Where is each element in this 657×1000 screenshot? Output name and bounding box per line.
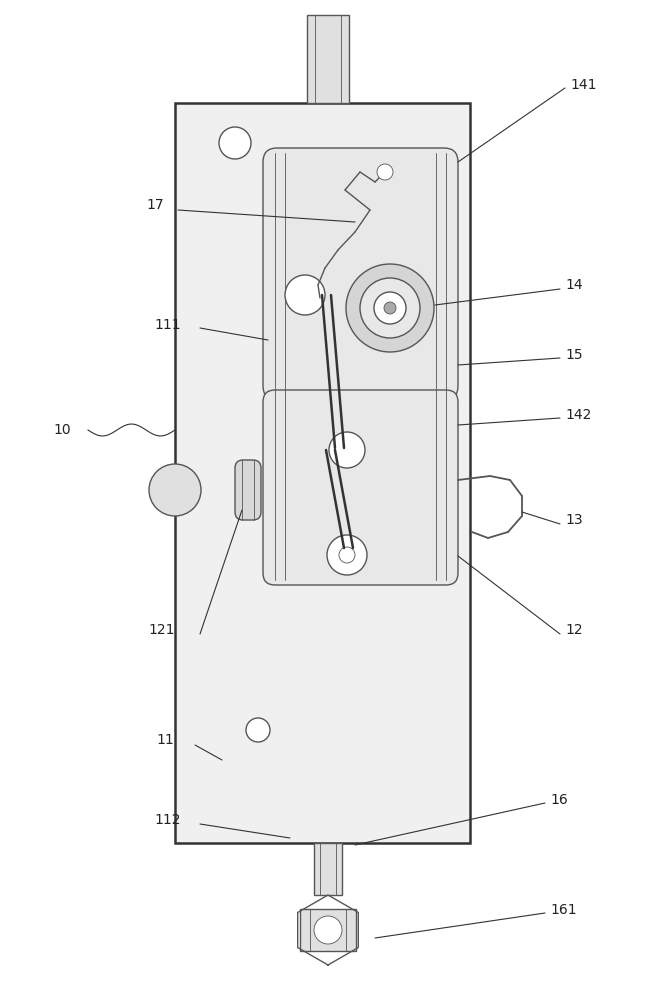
Circle shape [246,718,270,742]
Circle shape [346,264,434,352]
Circle shape [219,127,251,159]
Circle shape [377,164,393,180]
Circle shape [384,302,396,314]
Text: 111: 111 [154,318,181,332]
Text: 142: 142 [565,408,591,422]
Text: 141: 141 [570,78,597,92]
Circle shape [329,432,365,468]
Text: 11: 11 [156,733,174,747]
Text: 17: 17 [147,198,164,212]
FancyBboxPatch shape [235,460,261,520]
Bar [314,843,342,895]
Circle shape [374,292,406,324]
Text: 112: 112 [155,813,181,827]
Circle shape [339,547,355,563]
Text: 14: 14 [565,278,583,292]
FancyBboxPatch shape [263,148,458,400]
Text: 16: 16 [550,793,568,807]
Circle shape [360,278,420,338]
FancyBboxPatch shape [263,390,458,585]
Text: 15: 15 [565,348,583,362]
Bar [175,103,470,843]
Bar [307,15,349,103]
Circle shape [314,916,342,944]
Text: 121: 121 [148,623,175,637]
Text: 12: 12 [565,623,583,637]
Text: 10: 10 [53,423,71,437]
Circle shape [149,464,201,516]
Text: 13: 13 [565,513,583,527]
Circle shape [327,535,367,575]
Text: 161: 161 [550,903,577,917]
Bar [300,909,356,951]
Circle shape [285,275,325,315]
